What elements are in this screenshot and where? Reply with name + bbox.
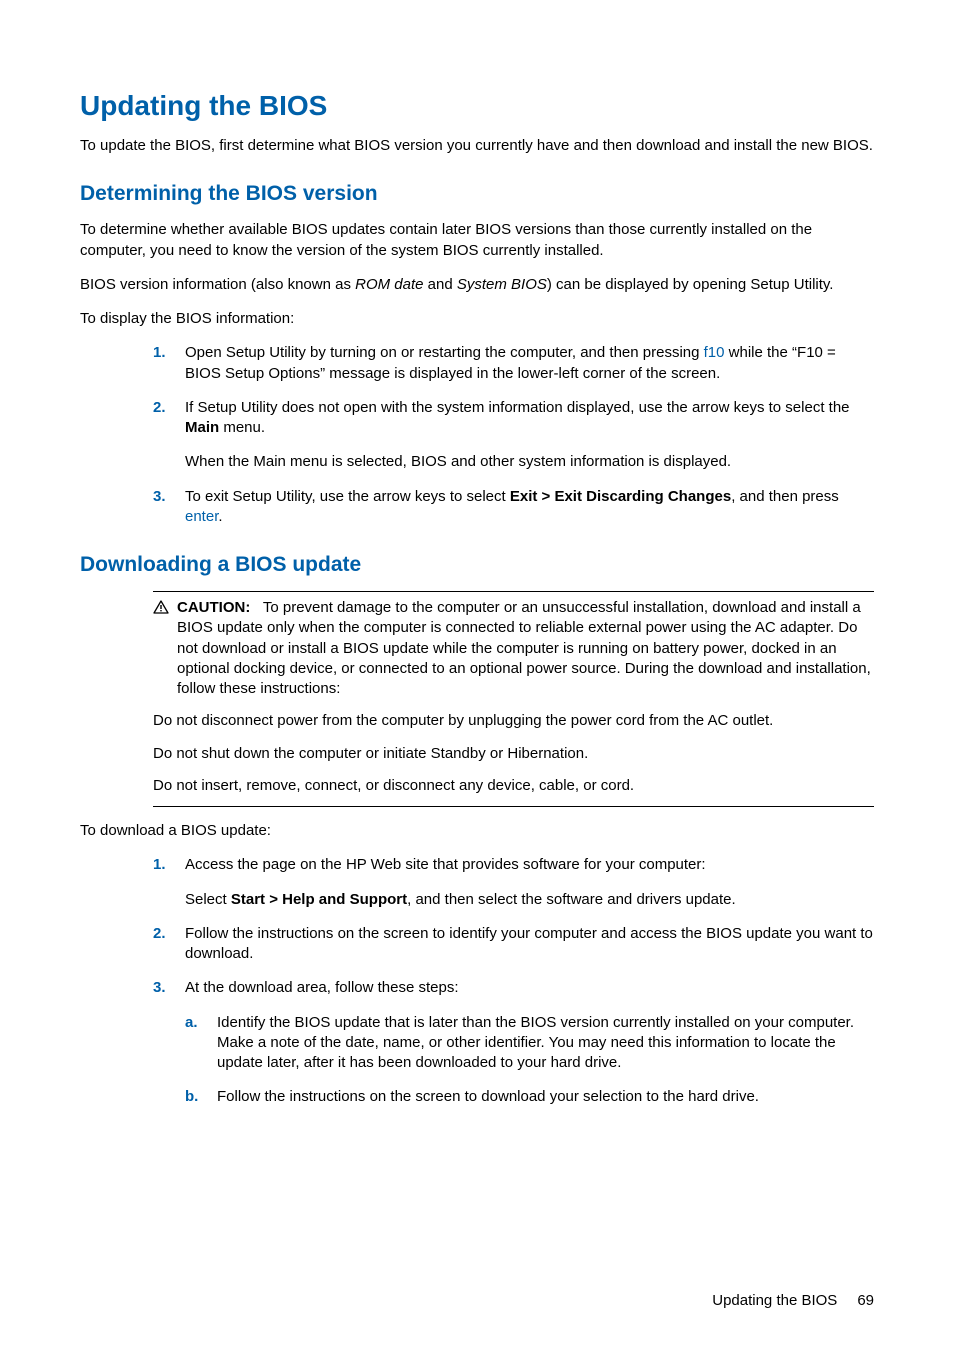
text-run: menu. <box>219 419 265 436</box>
alpha-list: a. Identify the BIOS update that is late… <box>185 1013 874 1108</box>
keyboard-key: enter <box>185 508 218 525</box>
text-run: ) can be displayed by opening Setup Util… <box>547 276 834 293</box>
list-body: Identify the BIOS update that is later t… <box>217 1013 874 1074</box>
footer-page-number: 69 <box>857 1292 874 1309</box>
list-item: 1. Open Setup Utility by turning on or r… <box>153 343 874 384</box>
section-heading-downloading: Downloading a BIOS update <box>80 553 874 577</box>
list-body: Open Setup Utility by turning on or rest… <box>185 343 874 384</box>
sub-paragraph: When the Main menu is selected, BIOS and… <box>185 452 874 472</box>
text-run: BIOS version information (also known as <box>80 276 355 293</box>
caution-paragraph: Do not shut down the computer or initiat… <box>153 744 874 764</box>
list-item: 3. To exit Setup Utility, use the arrow … <box>153 487 874 528</box>
list-marker: 3. <box>153 978 167 1121</box>
ordered-list: 1. Open Setup Utility by turning on or r… <box>153 343 874 527</box>
keyboard-key: f10 <box>704 344 725 361</box>
text-run: and <box>423 276 456 293</box>
caution-paragraph: Do not disconnect power from the compute… <box>153 711 874 731</box>
caution-paragraph: Do not insert, remove, connect, or disco… <box>153 776 874 796</box>
list-marker: 1. <box>153 343 167 384</box>
list-marker: 2. <box>153 398 167 473</box>
text-run: At the download area, follow these steps… <box>185 979 459 996</box>
caution-first-row: CAUTION: To prevent damage to the comput… <box>153 598 874 699</box>
list-item: 1. Access the page on the HP Web site th… <box>153 855 874 910</box>
text-run: . <box>218 508 222 525</box>
text-run: , and then press <box>731 488 839 505</box>
text-run: Select <box>185 891 231 908</box>
text-run: If Setup Utility does not open with the … <box>185 399 850 416</box>
body-paragraph: To download a BIOS update: <box>80 821 874 841</box>
caution-callout: CAUTION: To prevent damage to the comput… <box>153 591 874 807</box>
bold-text: Start > Help and Support <box>231 891 407 908</box>
caution-label: CAUTION: <box>177 599 250 616</box>
text-run: Open Setup Utility by turning on or rest… <box>185 344 704 361</box>
list-item: 3. At the download area, follow these st… <box>153 978 874 1121</box>
list-body: If Setup Utility does not open with the … <box>185 398 874 473</box>
list-marker: 1. <box>153 855 167 910</box>
footer-title: Updating the BIOS <box>712 1292 837 1309</box>
list-marker: b. <box>185 1087 199 1107</box>
caution-icon <box>153 600 169 620</box>
body-paragraph: BIOS version information (also known as … <box>80 275 874 295</box>
section-heading-determining: Determining the BIOS version <box>80 182 874 206</box>
text-run: Follow the instructions on the screen to… <box>185 925 873 962</box>
list-item: 2. If Setup Utility does not open with t… <box>153 398 874 473</box>
list-marker: 2. <box>153 924 167 965</box>
page-footer: Updating the BIOS 69 <box>80 1292 874 1309</box>
text-run: To prevent damage to the computer or an … <box>177 599 871 697</box>
list-marker: a. <box>185 1013 199 1074</box>
list-body: Follow the instructions on the screen to… <box>185 924 874 965</box>
emphasis-text: System BIOS <box>457 276 547 293</box>
list-item: b. Follow the instructions on the screen… <box>185 1087 874 1107</box>
text-run: Access the page on the HP Web site that … <box>185 856 706 873</box>
body-paragraph: To determine whether available BIOS upda… <box>80 220 874 261</box>
list-body: At the download area, follow these steps… <box>185 978 874 1121</box>
list-body: Follow the instructions on the screen to… <box>217 1087 874 1107</box>
caution-body: CAUTION: To prevent damage to the comput… <box>177 598 874 699</box>
body-paragraph: To display the BIOS information: <box>80 309 874 329</box>
bold-text: Exit > Exit Discarding Changes <box>510 488 731 505</box>
list-item: a. Identify the BIOS update that is late… <box>185 1013 874 1074</box>
document-page: Updating the BIOS To update the BIOS, fi… <box>0 0 954 1349</box>
emphasis-text: ROM date <box>355 276 423 293</box>
page-title-h1: Updating the BIOS <box>80 90 874 122</box>
ordered-list: 1. Access the page on the HP Web site th… <box>153 855 874 1121</box>
intro-paragraph: To update the BIOS, first determine what… <box>80 136 874 156</box>
bold-text: Main <box>185 419 219 436</box>
text-run: , and then select the software and drive… <box>407 891 736 908</box>
list-body: Access the page on the HP Web site that … <box>185 855 874 910</box>
sub-paragraph: Select Start > Help and Support, and the… <box>185 890 874 910</box>
list-marker: 3. <box>153 487 167 528</box>
text-run: To exit Setup Utility, use the arrow key… <box>185 488 510 505</box>
list-body: To exit Setup Utility, use the arrow key… <box>185 487 874 528</box>
list-item: 2. Follow the instructions on the screen… <box>153 924 874 965</box>
